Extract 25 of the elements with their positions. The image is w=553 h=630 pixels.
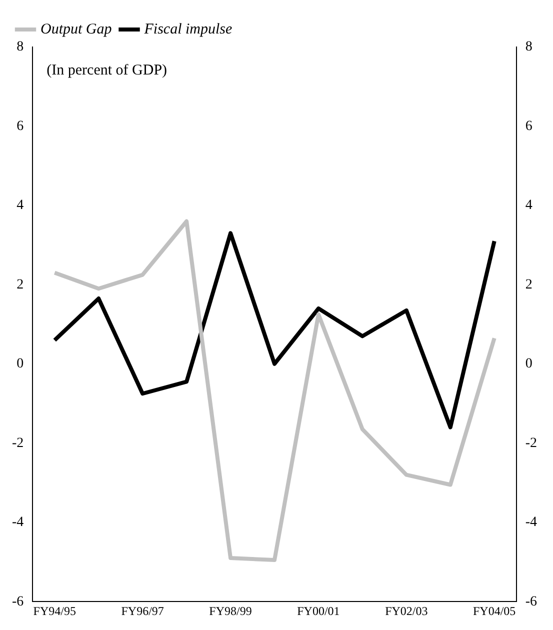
legend-label: Output Gap xyxy=(40,21,112,38)
y-tick-label: 8 xyxy=(16,40,24,55)
y2-tick-label: -4 xyxy=(525,515,538,530)
y2-tick-label: 0 xyxy=(525,356,532,372)
legend-label: Fiscal impulse xyxy=(143,21,232,38)
y-tick-label: -2 xyxy=(12,436,24,451)
y2-tick-label: -6 xyxy=(525,594,538,610)
x-tick-label: FY96/97 xyxy=(121,604,164,618)
x-tick-label: FY94/95 xyxy=(33,604,76,618)
x-tick-label: FY00/01 xyxy=(297,604,340,618)
y-tick-label: -6 xyxy=(12,594,24,610)
y-tick-label: 2 xyxy=(16,277,24,292)
annotation: (In percent of GDP) xyxy=(46,62,168,78)
y-tick-label: 0 xyxy=(16,356,24,372)
y2-tick-label: 2 xyxy=(525,277,532,292)
y-tick-label: -4 xyxy=(12,515,24,530)
y2-tick-label: 4 xyxy=(525,198,532,214)
y-tick-label: 4 xyxy=(16,198,24,214)
y2-tick-label: 8 xyxy=(525,40,532,55)
y-tick-label: 6 xyxy=(16,118,24,134)
x-tick-label: FY98/99 xyxy=(209,604,252,618)
y2-tick-label: -2 xyxy=(525,436,538,451)
x-tick-label: FY02/03 xyxy=(385,604,428,618)
y2-tick-label: 6 xyxy=(525,118,532,134)
x-tick-label: FY04/05 xyxy=(473,604,516,618)
